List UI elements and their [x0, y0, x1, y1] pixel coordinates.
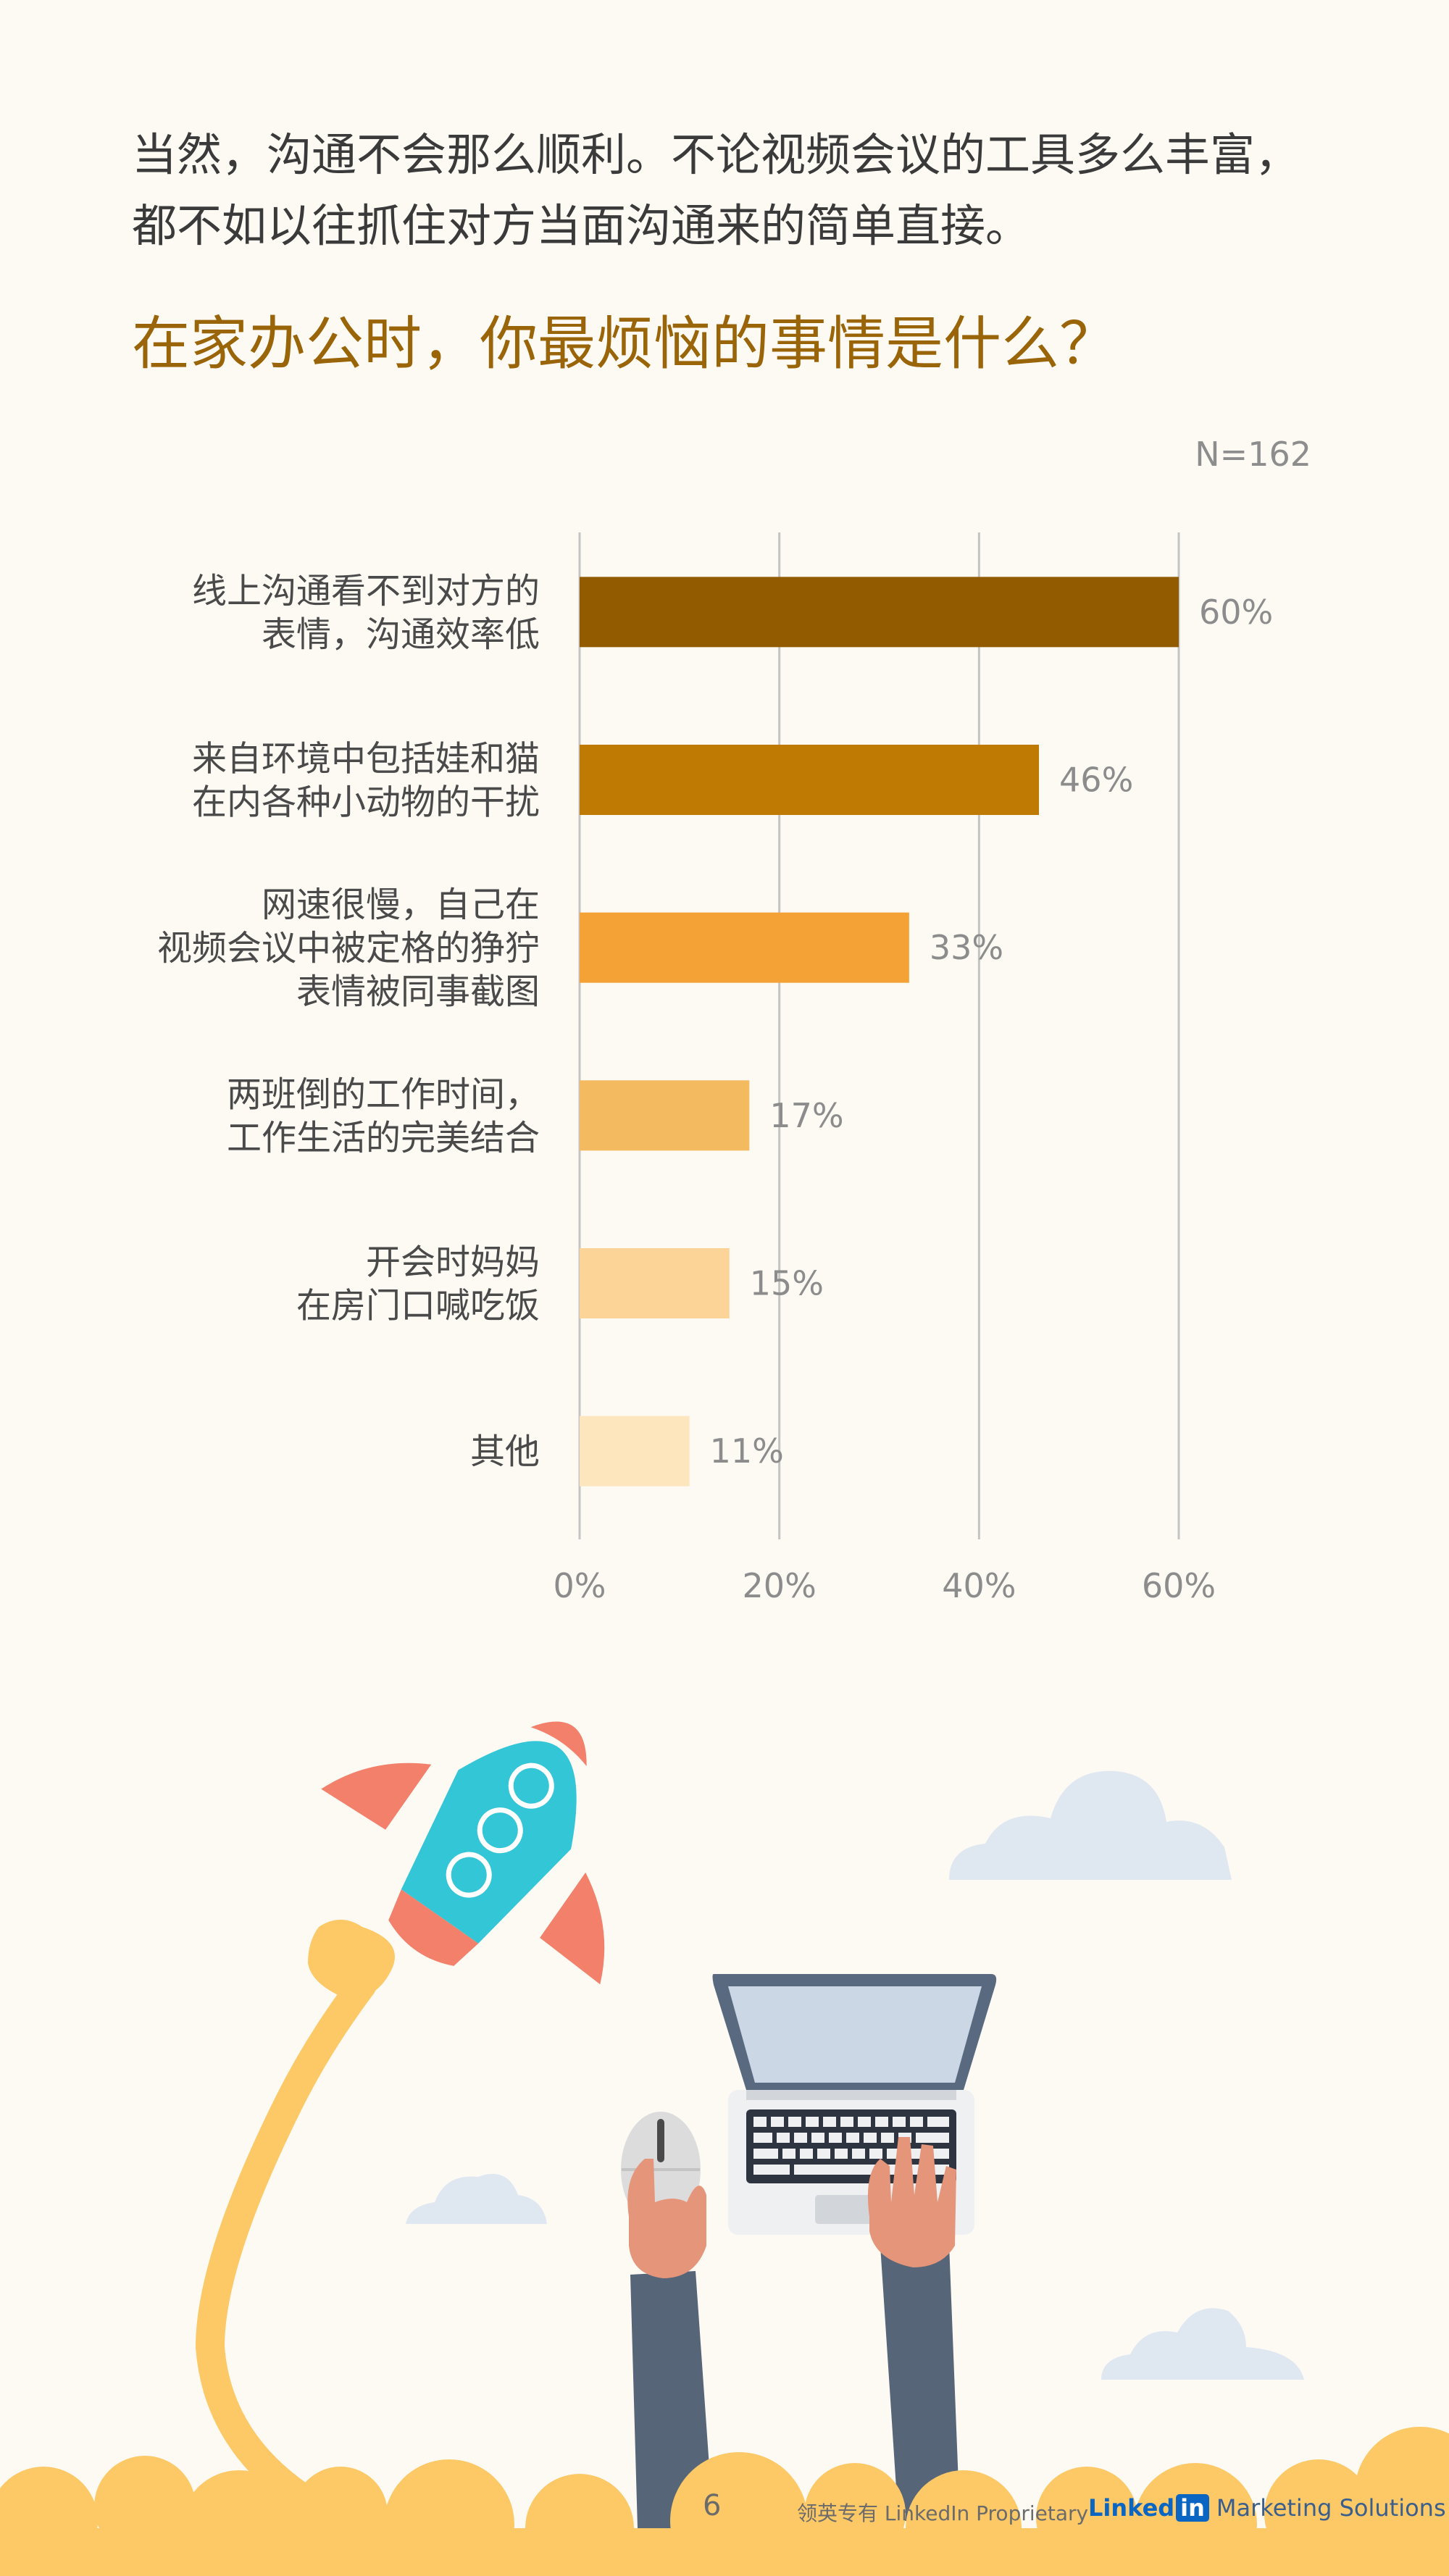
- bar-value-label: 11%: [710, 1431, 784, 1471]
- category-label: 表情，沟通效率低: [262, 614, 540, 655]
- chart-value-labels: 60% 46% 33% 17% 15% 11%: [710, 593, 1274, 1471]
- cloud-icon: [1101, 2308, 1304, 2380]
- category-label: 开会时妈妈: [366, 1242, 540, 1283]
- category-label: 来自环境中包括娃和猫: [192, 739, 540, 779]
- bar-value-label: 60%: [1199, 593, 1273, 632]
- bar-value-label: 15%: [750, 1264, 824, 1303]
- arm-right: [880, 2244, 960, 2521]
- bar-value-label: 46%: [1059, 761, 1133, 800]
- bar: [580, 1248, 730, 1318]
- bar-chart: 线上沟通看不到对方的表情，沟通效率低来自环境中包括娃和猫在内各种小动物的干扰网速…: [157, 532, 1274, 1605]
- cloud-icon: [406, 2173, 547, 2224]
- category-label: 网速很慢，自己在: [262, 885, 540, 925]
- bar: [580, 1415, 690, 1486]
- category-label: 工作生活的完美结合: [227, 1118, 540, 1158]
- intro-line-1: 当然，沟通不会那么顺利。不论视频会议的工具多么丰富，: [132, 128, 1300, 181]
- logo-linked-text: Linked: [1088, 2494, 1175, 2522]
- sample-size-label: N=162: [1195, 435, 1311, 474]
- category-label: 视频会议中被定格的狰狞: [157, 928, 540, 969]
- rocket-icon: [321, 1721, 605, 1985]
- chart-x-axis: 0% 20% 40% 60%: [554, 1566, 1216, 1605]
- category-label: 两班倒的工作时间，: [227, 1074, 540, 1115]
- ground-cloud-band: [0, 2427, 1449, 2576]
- intro-line-2: 都不如以往抓住对方当面沟通来的简单直接。: [132, 199, 1031, 252]
- x-tick-label: 0%: [554, 1566, 606, 1605]
- category-label: 其他: [470, 1431, 540, 1472]
- linkedin-in-icon: in: [1176, 2494, 1209, 2522]
- x-tick-label: 60%: [1142, 1566, 1216, 1605]
- cloud-icon: [949, 1770, 1232, 1880]
- proprietary-notice: 领英专有 LinkedIn Proprietary: [797, 2501, 1089, 2525]
- rocket-trail: [195, 1970, 377, 2514]
- bar: [580, 1080, 750, 1151]
- x-tick-label: 40%: [942, 1566, 1016, 1605]
- hand-icon: [867, 2137, 956, 2267]
- intro-text: 当然，沟通不会那么顺利。不论视频会议的工具多么丰富， 都不如以往抓住对方当面沟通…: [132, 120, 1364, 262]
- category-label: 在内各种小动物的干扰: [192, 782, 540, 823]
- linkedin-marketing-solutions-logo: Linked in Marketing Solutions: [1088, 2492, 1446, 2524]
- hand-icon: [627, 2159, 706, 2278]
- bar: [580, 912, 909, 983]
- category-label: 线上沟通看不到对方的: [192, 571, 540, 611]
- bar: [580, 745, 1040, 815]
- chart-gridlines: [578, 532, 1180, 1539]
- category-label: 在房门口喊吃饭: [296, 1286, 540, 1326]
- work-from-home-illustration: [0, 1721, 1449, 2576]
- rocket-exhaust: [308, 1920, 395, 1999]
- arm-left: [630, 2271, 714, 2528]
- bar-value-label: 33%: [930, 928, 1003, 967]
- bar: [580, 577, 1179, 648]
- bar-value-label: 17%: [769, 1096, 843, 1135]
- logo-marketing-solutions-text: Marketing Solutions: [1216, 2494, 1446, 2522]
- chart-category-labels: 线上沟通看不到对方的表情，沟通效率低来自环境中包括娃和猫在内各种小动物的干扰网速…: [157, 571, 540, 1472]
- page-number: 6: [703, 2489, 722, 2522]
- chart-title: 在家办公时，你最烦恼的事情是什么？: [132, 310, 1117, 377]
- chart-bars: [580, 577, 1179, 1486]
- x-tick-label: 20%: [743, 1566, 817, 1605]
- category-label: 表情被同事截图: [296, 971, 540, 1012]
